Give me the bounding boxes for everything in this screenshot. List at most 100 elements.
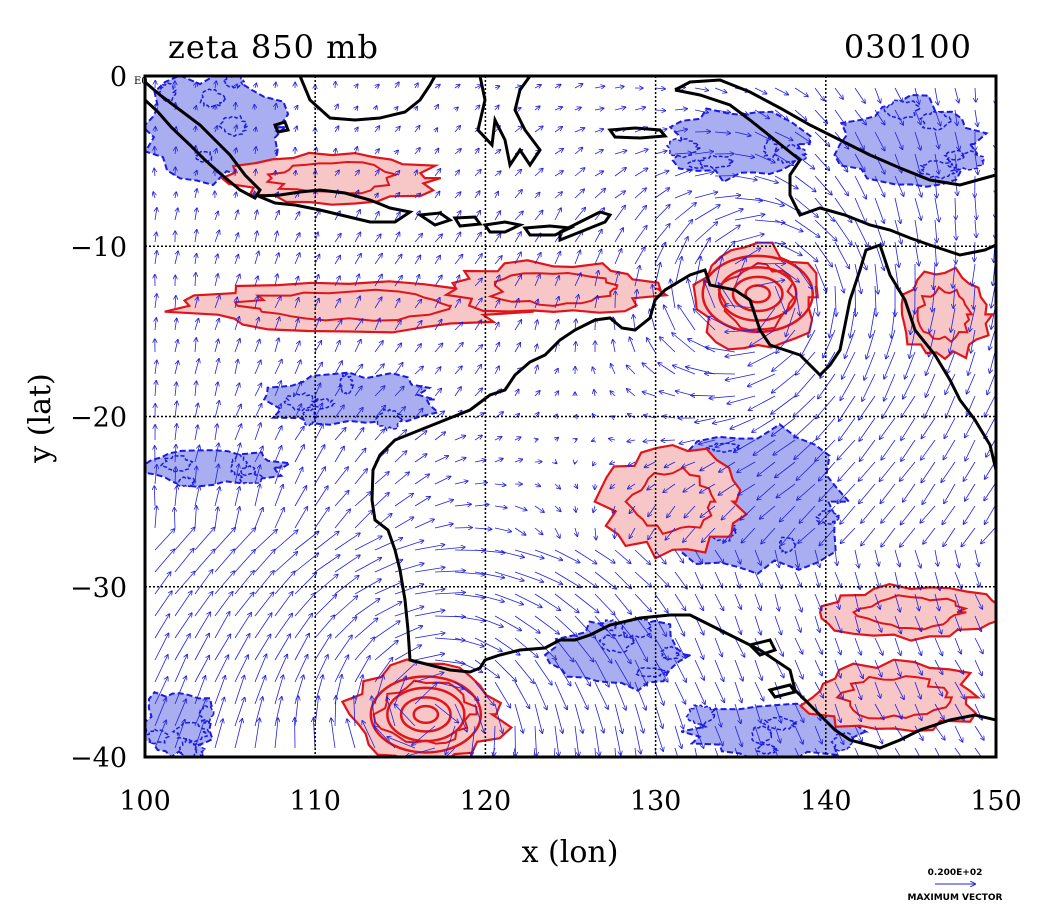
wind-vector [534,527,543,534]
wind-vector [694,172,714,177]
wind-vector [754,131,770,140]
wind-vector [874,175,885,197]
wind-vector [334,361,342,375]
wind-vector [154,169,155,177]
wind-vector [761,527,776,544]
positive-vorticity-contour [372,679,478,745]
wind-vector [234,443,240,463]
wind-vector [175,296,176,309]
wind-vector [555,391,558,397]
wind-vector [674,170,692,177]
wind-vector [794,549,798,568]
wind-vector [991,285,996,308]
wind-vector [434,85,440,88]
wind-vector [774,109,788,120]
wind-vector [932,285,936,312]
wind-vector [474,435,482,441]
wind-vector [634,549,650,564]
wind-vector [950,329,956,353]
wind-vector [923,527,936,544]
wind-vector [795,373,816,397]
wind-vector [334,299,340,309]
wind-vector [862,373,876,401]
wind-vector [214,549,235,573]
wind-vector [592,440,595,441]
wind-vector [924,395,936,418]
wind-vector [965,439,976,461]
wind-vector [819,505,836,524]
wind-vector [786,307,796,337]
wind-vector [234,360,238,375]
wind-vector [194,404,198,419]
wind-vector [874,263,878,294]
wind-vector [943,439,956,459]
negative-vorticity-cell [635,667,669,678]
wind-vector [771,395,796,414]
wind-vector [314,299,319,309]
wind-vector [234,507,240,529]
wind-vector [153,192,155,199]
y-tick-label: −30 [70,573,127,604]
wind-vector [835,285,836,316]
wind-vector [454,366,462,375]
wind-vector [634,149,648,155]
y-tick-label: −10 [70,232,127,263]
wind-vector [394,171,399,177]
wind-vector [990,351,996,373]
wind-vector [414,255,421,265]
wind-vector [374,406,385,419]
wind-vector [394,276,402,287]
wind-vector [683,527,696,542]
wind-vector [614,272,619,287]
wind-vector [274,466,281,485]
wind-vector [594,249,602,265]
wind-vector [754,87,767,94]
wind-vector [454,571,485,575]
wind-vector [254,383,261,397]
wind-vector [776,483,796,498]
wind-vector [294,468,303,485]
wind-vector [274,552,297,573]
wind-vector [194,486,199,507]
wind-vector [673,365,696,375]
wind-vector [975,109,978,126]
wind-vector [534,193,540,199]
wind-vector [234,317,239,331]
wind-vector [415,83,418,89]
wind-vector [750,329,776,346]
wind-vector [838,461,856,481]
wind-vector [494,323,499,331]
wind-vector [175,319,177,331]
wind-vector [972,263,976,286]
wind-vector [793,395,816,417]
wind-vector [654,151,667,155]
x-tick-label: 150 [970,786,1022,817]
wind-vector [941,461,956,482]
wind-vector [850,307,856,338]
wind-vector [881,527,896,547]
wind-vector [454,299,460,309]
wind-vector [274,446,282,463]
wind-vector [374,149,379,155]
wind-vector [254,340,260,353]
wind-vector [595,296,598,309]
wind-vector [454,528,472,529]
wind-vector [234,404,241,419]
wind-vector [875,285,876,316]
wind-vector [334,256,340,265]
wind-vector [534,126,543,133]
wind-vector [840,505,856,524]
wind-vector [674,220,692,243]
wind-vector [374,254,382,265]
wind-vector [628,483,636,489]
wind-vector [435,149,439,155]
wind-vector [614,228,623,243]
wind-vector [434,298,440,309]
wind-vector [774,549,779,567]
wind-vector [235,210,238,221]
wind-vector [195,106,196,110]
wind-vector [494,256,502,265]
wind-vector [214,528,235,551]
wind-vector [834,263,844,293]
wind-vector [434,367,441,375]
